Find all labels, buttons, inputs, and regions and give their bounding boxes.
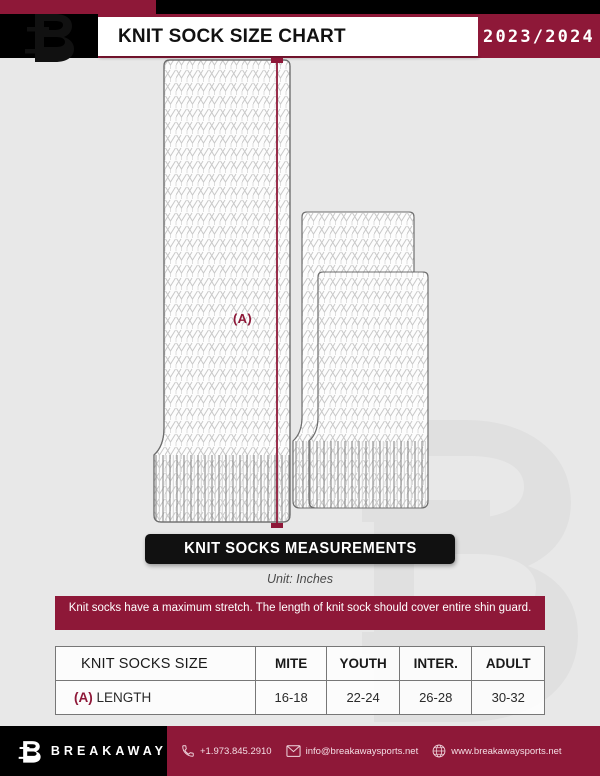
row-marker-a: (A) — [74, 690, 93, 705]
table-row: (A) LENGTH 16-18 22-24 26-28 30-32 — [54, 680, 545, 715]
table-cell-youth: 22-24 — [326, 680, 400, 715]
measurements-banner: KNIT SOCKS MEASUREMENTS — [145, 534, 455, 564]
breakaway-b-logo-icon — [25, 14, 74, 62]
season-badge-text: 2023/2024 — [483, 26, 595, 47]
table-header-youth: YOUTH — [326, 646, 400, 681]
page-title: KNIT SOCK SIZE CHART — [98, 17, 478, 56]
size-table-wrap: KNIT SOCKS SIZE MITE YOUTH INTER. ADULT … — [54, 646, 545, 715]
footer-email-text: info@breakawaysports.net — [305, 745, 419, 757]
footer-contacts: +1.973.845.2910 info@breakawaysports.net — [167, 726, 600, 776]
brand-logo — [0, 8, 98, 64]
page-title-text: KNIT SOCK SIZE CHART — [118, 25, 346, 47]
row-label-length: LENGTH — [96, 690, 152, 705]
footer-website-text: www.breakawaysports.net — [451, 745, 562, 757]
footer-phone[interactable]: +1.973.845.2910 — [181, 744, 272, 758]
table-cell-inter: 26-28 — [398, 680, 473, 715]
measure-label-a: (A) — [233, 311, 252, 326]
table-cell-mite: 16-18 — [255, 680, 328, 715]
top-strip-accent — [0, 0, 156, 14]
page-footer: BREAKAWAY +1.973.845.2910 info@breakaway… — [0, 726, 600, 776]
table-cell-length-label: (A) LENGTH — [54, 680, 257, 715]
season-badge: 2023/2024 — [478, 17, 600, 56]
page-header: KNIT SOCK SIZE CHART 2023/2024 — [0, 14, 600, 62]
table-cell-adult: 30-32 — [471, 680, 545, 715]
footer-brand-block: BREAKAWAY — [0, 726, 167, 776]
table-header-inter: INTER. — [398, 646, 473, 681]
footer-email[interactable]: info@breakawaysports.net — [286, 744, 419, 758]
globe-icon — [432, 744, 446, 758]
note-banner: Knit socks have a maximum stretch. The l… — [55, 596, 545, 630]
envelope-icon — [286, 745, 301, 757]
measure-line-a — [271, 58, 283, 528]
footer-website[interactable]: www.breakawaysports.net — [432, 744, 562, 758]
table-header-mite: MITE — [255, 646, 328, 681]
knit-sock-tall — [153, 59, 291, 523]
footer-phone-text: +1.973.845.2910 — [200, 745, 272, 757]
breakaway-b-logo-icon — [18, 741, 41, 763]
size-table: KNIT SOCKS SIZE MITE YOUTH INTER. ADULT … — [54, 646, 545, 715]
sock-illustration: (A) — [0, 56, 600, 536]
table-header-adult: ADULT — [471, 646, 545, 681]
table-header-row: KNIT SOCKS SIZE MITE YOUTH INTER. ADULT — [54, 646, 545, 681]
footer-brand-name: BREAKAWAY — [50, 744, 167, 758]
unit-label: Unit: Inches — [266, 572, 333, 586]
phone-icon — [182, 745, 194, 757]
table-header-size: KNIT SOCKS SIZE — [54, 646, 257, 681]
top-strip — [0, 0, 600, 14]
knit-sock-short — [308, 271, 429, 509]
measurements-banner-label: KNIT SOCKS MEASUREMENTS — [183, 540, 417, 557]
